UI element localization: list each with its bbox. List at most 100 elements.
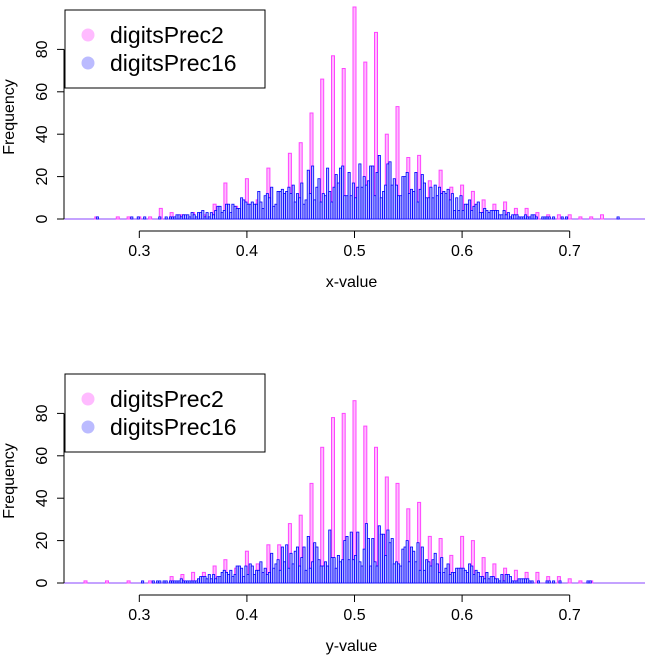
series-digitsPrec16 [95, 154, 620, 220]
bar-digitsPrec16 [485, 572, 489, 584]
y-axis-title: Frequency [1, 443, 18, 519]
bar-digitsPrec16 [558, 580, 562, 584]
bar-digitsPrec16 [158, 580, 162, 584]
bar-digitsPrec16 [356, 531, 360, 584]
chart-panel-2: 0 20 40 60 80 0.3 0.4 0.5 0.6 0.7 y-value Frequency… [1, 373, 645, 655]
bar-digitsPrec16 [164, 580, 168, 584]
legend-label-digitsPrec2: digitsPrec2 [110, 386, 224, 412]
bar-digitsPrec16 [506, 212, 510, 220]
x-axis-title: x-value [326, 274, 378, 291]
bar-digitsPrec2 [589, 216, 594, 220]
x-tick-label: 0.3 [128, 243, 150, 260]
bar-digitsPrec16 [311, 165, 315, 220]
y-tick-label: 40 [34, 125, 51, 143]
bar-digitsPrec16 [317, 178, 321, 220]
bar-digitsPrec16 [588, 580, 592, 584]
x-tick-label: 0.6 [451, 243, 473, 260]
y-axis-title: Frequency [1, 79, 18, 155]
legend-marker-digitsPrec16 [81, 420, 95, 434]
bar-digitsPrec2 [148, 216, 153, 220]
bar-digitsPrec2 [105, 580, 109, 584]
bar-digitsPrec16 [300, 182, 304, 220]
bar-digitsPrec2 [126, 216, 131, 220]
bar-digitsPrec16 [158, 216, 162, 220]
bar-digitsPrec16 [500, 574, 504, 584]
x-tick-label: 0.5 [343, 607, 365, 624]
x-axis-title: y-value [326, 638, 378, 655]
y-tick-label: 60 [34, 83, 51, 101]
bar-digitsPrec16 [328, 529, 332, 584]
y-tick-label: 80 [34, 40, 51, 58]
bar-digitsPrec16 [240, 567, 244, 584]
y-tick-label: 80 [34, 404, 51, 422]
bar-digitsPrec16 [371, 165, 375, 220]
legend-box [64, 373, 266, 453]
bar-digitsPrec16 [285, 544, 289, 584]
bar-digitsPrec2 [567, 578, 572, 584]
bar-digitsPrec16 [341, 165, 345, 220]
bar-digitsPrec16 [205, 212, 209, 220]
bar-digitsPrec16 [130, 216, 134, 220]
bar-digitsPrec2 [578, 216, 583, 220]
x-tick-label: 0.5 [343, 243, 365, 260]
bar-digitsPrec16 [371, 538, 375, 584]
bar-digitsPrec16 [440, 557, 444, 584]
bar-digitsPrec16 [151, 580, 155, 584]
x-tick-label: 0.4 [236, 607, 258, 624]
x-tick-label: 0.3 [128, 607, 150, 624]
bar-digitsPrec16 [164, 216, 168, 220]
bar-digitsPrec16 [390, 538, 394, 584]
bar-digitsPrec16 [616, 216, 620, 220]
bar-digitsPrec16 [377, 154, 381, 220]
bar-digitsPrec16 [547, 580, 551, 584]
bar-digitsPrec16 [414, 171, 418, 220]
y-tick-label: 60 [34, 447, 51, 465]
x-tick-label: 0.7 [559, 243, 581, 260]
y-tick-label: 40 [34, 489, 51, 507]
bar-digitsPrec16 [416, 542, 420, 584]
bar-digitsPrec16 [270, 186, 274, 220]
bar-digitsPrec16 [349, 531, 353, 584]
bar-digitsPrec16 [552, 216, 556, 220]
bar-digitsPrec16 [459, 195, 463, 220]
legend-marker-digitsPrec2 [81, 392, 95, 406]
bar-digitsPrec2 [567, 214, 572, 220]
bar-digitsPrec2 [115, 216, 120, 220]
bar-digitsPrec16 [547, 216, 551, 220]
bar-digitsPrec16 [420, 546, 424, 584]
bar-digitsPrec2 [578, 580, 583, 584]
bar-digitsPrec2 [320, 446, 325, 584]
legend-label-digitsPrec2: digitsPrec2 [110, 22, 224, 48]
legend-box [64, 9, 266, 89]
bar-digitsPrec16 [560, 216, 564, 220]
bar-digitsPrec16 [565, 216, 569, 220]
bar-digitsPrec16 [508, 576, 512, 584]
bar-digitsPrec16 [450, 193, 454, 220]
bar-digitsPrec16 [136, 216, 140, 220]
series-digitsPrec16 [141, 523, 592, 584]
bar-digitsPrec16 [468, 199, 472, 220]
bar-digitsPrec16 [455, 197, 459, 220]
y-tick-label: 20 [34, 168, 51, 186]
legend-label-digitsPrec16: digitsPrec16 [110, 414, 237, 440]
y-tick-label: 20 [34, 532, 51, 550]
bar-digitsPrec16 [302, 546, 306, 584]
bar-digitsPrec16 [201, 210, 205, 220]
x-tick-label: 0.7 [559, 607, 581, 624]
bar-digitsPrec16 [295, 546, 299, 584]
bar-digitsPrec2 [83, 580, 88, 584]
bar-digitsPrec16 [552, 580, 556, 584]
bar-digitsPrec16 [534, 216, 538, 220]
legend-marker-digitsPrec2 [81, 28, 95, 42]
bar-digitsPrec2 [600, 214, 604, 220]
bar-digitsPrec2 [556, 214, 561, 220]
bar-digitsPrec16 [530, 580, 534, 584]
bar-digitsPrec16 [95, 216, 99, 220]
y-tick-label: 0 [34, 214, 51, 223]
bar-digitsPrec16 [141, 580, 145, 584]
bar-digitsPrec2 [126, 580, 131, 584]
legend-marker-digitsPrec16 [81, 56, 95, 70]
x-tick-label: 0.6 [451, 607, 473, 624]
